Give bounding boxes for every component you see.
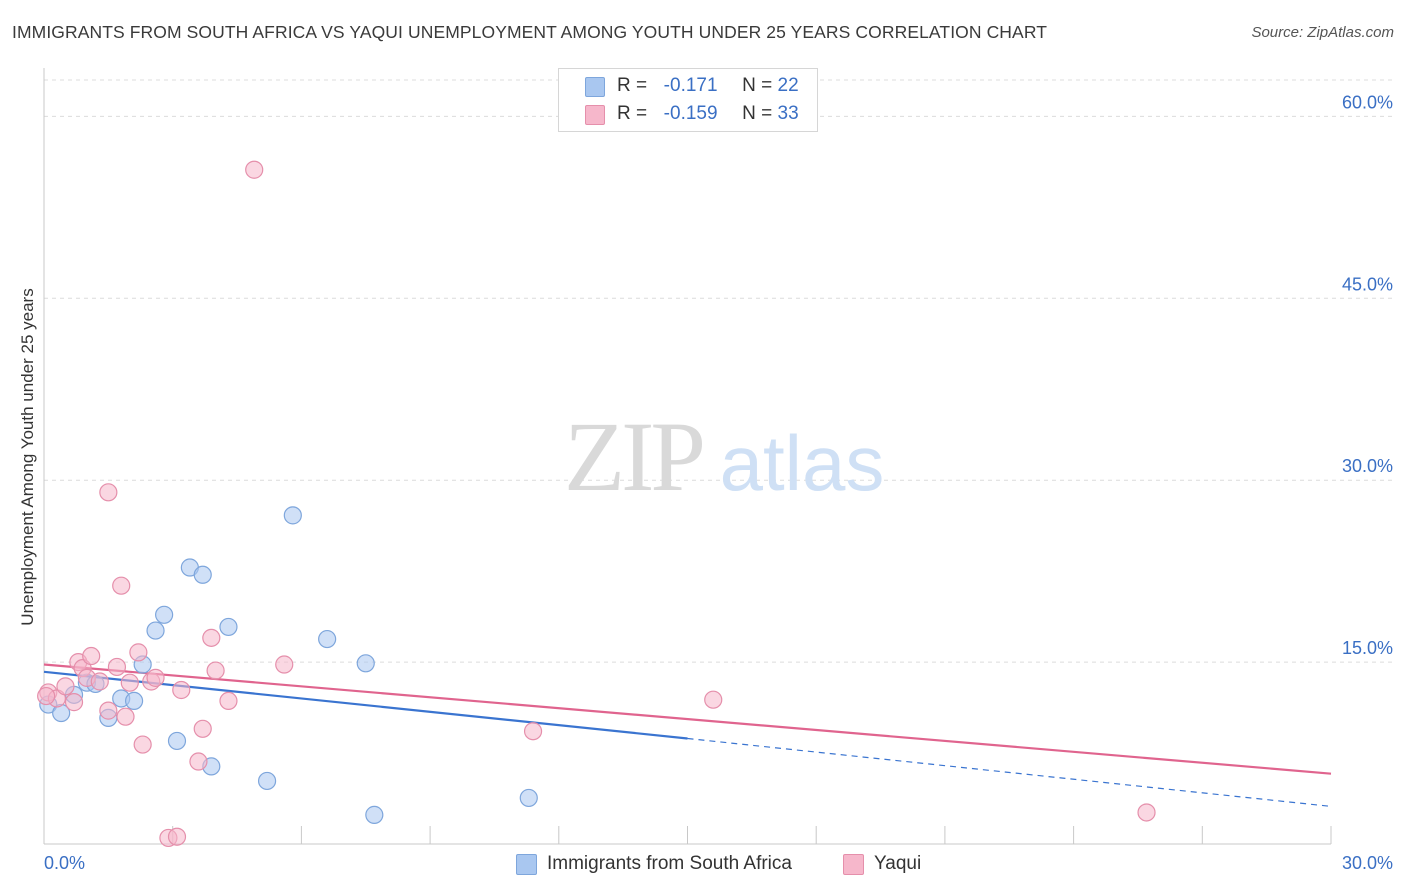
point-yaqui: [1137, 803, 1156, 822]
point-yaqui: [245, 160, 264, 179]
point-yaqui: [704, 690, 723, 709]
x-tick-label: 30.0%: [1342, 853, 1393, 873]
y-tick-label: 45.0%: [1342, 274, 1393, 294]
legend-r-label: R =: [617, 75, 648, 96]
point-yaqui: [99, 701, 118, 720]
point-yaqui: [129, 643, 148, 662]
point-yaqui: [37, 686, 56, 706]
point-yaqui: [56, 677, 75, 696]
point-south-africa: [167, 731, 187, 751]
point-yaqui: [82, 646, 101, 666]
point-yaqui: [189, 752, 208, 771]
point-yaqui: [523, 722, 543, 741]
bottom-legend-label-south-africa: Immigrants from South Africa: [547, 853, 792, 874]
point-yaqui: [64, 693, 84, 712]
point-south-africa: [356, 654, 375, 673]
point-yaqui: [146, 668, 165, 687]
point-yaqui: [219, 691, 238, 711]
point-yaqui: [90, 672, 109, 691]
legend-swatch-south-africa: [585, 77, 605, 97]
chart-title: IMMIGRANTS FROM SOUTH AFRICA VS YAQUI UN…: [12, 22, 1048, 42]
bottom-legend-label-yaqui: Yaqui: [874, 853, 922, 874]
point-yaqui: [133, 735, 152, 754]
bottom-legend-swatch-yaqui: [843, 854, 864, 875]
source-credit: Source: ZipAtlas.com: [1251, 24, 1394, 41]
legend-n-label: N =: [742, 75, 773, 96]
point-south-africa: [318, 629, 337, 649]
y-tick-label: 15.0%: [1342, 638, 1393, 658]
point-yaqui: [172, 680, 191, 700]
point-yaqui: [120, 673, 139, 692]
tick-labels: 15.0% 30.0% 45.0% 60.0% 0.0% 30.0%: [44, 92, 1393, 873]
point-yaqui: [116, 707, 135, 726]
point-yaqui: [275, 655, 294, 674]
point-south-africa: [155, 605, 174, 624]
watermark-atlas: atlas: [720, 419, 885, 507]
legend-n-value: 22: [777, 75, 799, 96]
point-south-africa: [193, 565, 212, 584]
legend-n-value: 33: [777, 103, 799, 124]
watermark: ZIP atlas: [564, 401, 884, 512]
point-south-africa: [283, 506, 302, 525]
point-yaqui: [193, 719, 212, 738]
trend-lines: [43, 663, 1332, 808]
y-tick-label: 30.0%: [1342, 456, 1393, 476]
y-axis-label: Unemployment Among Youth under 25 years: [18, 288, 37, 626]
trend-line-south-africa-projection: [687, 737, 1332, 808]
legend-swatch-yaqui: [585, 105, 605, 125]
point-yaqui: [112, 576, 131, 595]
legend-n-label: N =: [742, 103, 773, 124]
watermark-zip: ZIP: [564, 401, 702, 512]
point-yaqui: [107, 657, 127, 677]
data-points: [37, 160, 1156, 848]
point-yaqui: [99, 483, 118, 502]
legend-r-value: -0.159: [663, 103, 718, 124]
correlation-legend: R = -0.171 N = 22 R = -0.159 N = 33: [558, 68, 818, 132]
point-yaqui: [202, 628, 221, 647]
point-south-africa: [219, 617, 238, 637]
point-yaqui: [206, 661, 225, 680]
point-south-africa: [257, 771, 277, 791]
point-south-africa: [124, 691, 144, 711]
axes: [43, 68, 1332, 845]
point-south-africa: [146, 621, 165, 640]
point-south-africa: [365, 805, 384, 824]
x-tick-label: 0.0%: [44, 853, 85, 873]
trend-line-yaqui: [43, 663, 1332, 775]
y-tick-label: 60.0%: [1342, 92, 1393, 112]
point-yaqui: [167, 827, 187, 846]
bottom-legend-swatch-south-africa: [516, 854, 537, 875]
point-south-africa: [519, 788, 538, 808]
legend-r-value: -0.171: [663, 75, 718, 96]
legend-r-label: R =: [617, 103, 648, 124]
